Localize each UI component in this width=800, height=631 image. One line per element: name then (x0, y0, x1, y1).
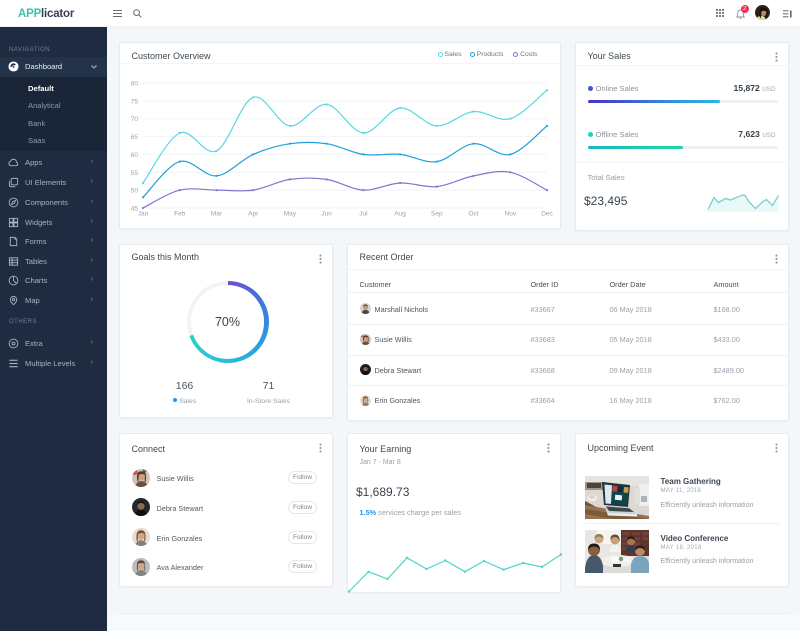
svg-text:Jun: Jun (321, 211, 332, 218)
svg-text:50: 50 (130, 188, 138, 195)
svg-text:70: 70 (130, 116, 138, 123)
svg-text:Oct: Oct (468, 211, 478, 218)
svg-text:80: 80 (130, 81, 138, 88)
svg-text:75: 75 (130, 98, 138, 105)
svg-text:55: 55 (130, 170, 138, 177)
svg-text:65: 65 (130, 134, 138, 141)
svg-text:Dec: Dec (541, 211, 553, 218)
svg-text:May: May (283, 211, 296, 218)
svg-text:Sep: Sep (431, 211, 443, 218)
svg-text:Jan: Jan (137, 211, 148, 218)
svg-text:Apr: Apr (248, 211, 259, 218)
svg-text:Nov: Nov (504, 211, 516, 218)
svg-text:Jul: Jul (359, 211, 368, 218)
svg-text:Aug: Aug (394, 211, 406, 218)
svg-text:60: 60 (130, 152, 138, 159)
svg-text:Mar: Mar (210, 211, 222, 218)
svg-text:45: 45 (130, 206, 138, 213)
svg-text:Feb: Feb (174, 211, 186, 218)
